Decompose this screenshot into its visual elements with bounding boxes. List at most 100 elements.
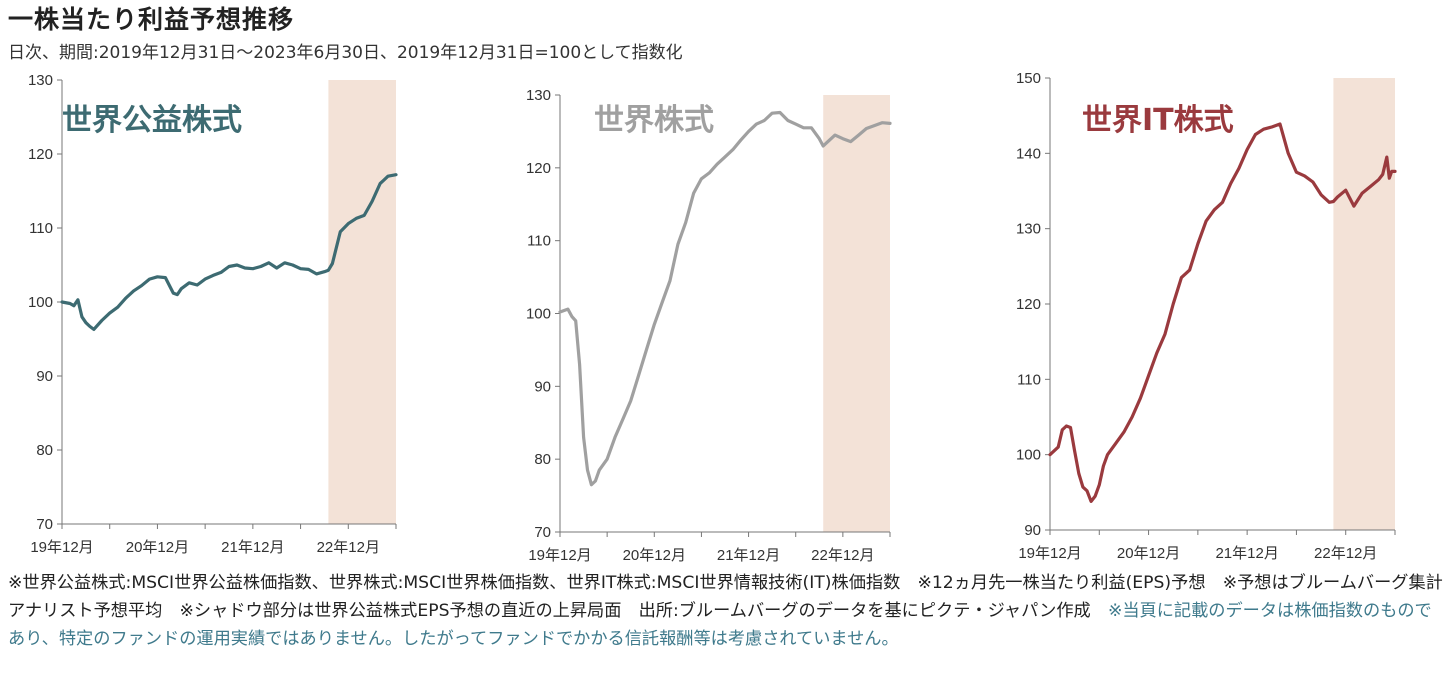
data-point: [1385, 155, 1388, 159]
data-point: [1311, 180, 1315, 184]
data-point: [124, 297, 127, 300]
data-point: [1069, 426, 1072, 429]
data-point: [378, 182, 382, 185]
y-tick-label: 70: [36, 516, 53, 533]
data-point: [148, 277, 151, 281]
x-tick-label: 21年12月: [221, 539, 284, 556]
data-point: [833, 133, 837, 137]
data-point: [203, 277, 207, 281]
data-point: [100, 319, 104, 322]
y-tick-label: 100: [526, 306, 551, 323]
page-title: 一株当たり利益予想推移: [8, 5, 295, 34]
y-tick-label: 80: [36, 442, 53, 459]
data-point: [60, 300, 64, 304]
series-line: [60, 173, 398, 331]
data-point: [1390, 170, 1393, 173]
data-point: [180, 287, 183, 290]
data-point: [1073, 449, 1076, 453]
data-point: [307, 268, 310, 271]
data-point: [76, 298, 80, 301]
footnote-main: ※世界公益株式:MSCI世界公益株価指数、世界株式:MSCI世界株価指数、世界I…: [8, 573, 1443, 621]
data-point: [1270, 125, 1273, 129]
x-tick-label: 22年12月: [317, 539, 380, 556]
data-point: [1245, 148, 1249, 151]
data-point: [88, 325, 92, 328]
data-point: [84, 321, 88, 324]
data-point: [849, 140, 852, 143]
data-point: [299, 267, 302, 270]
chart-title: 世界公益株式: [62, 103, 242, 138]
data-point: [370, 200, 374, 203]
data-point: [786, 119, 790, 122]
data-point: [1319, 193, 1323, 196]
y-tick-label: 100: [1016, 447, 1041, 464]
data-point: [1102, 464, 1105, 468]
data-point: [755, 122, 758, 126]
data-point: [219, 271, 223, 274]
data-point: [291, 263, 294, 267]
data-point: [1147, 374, 1150, 377]
data-point: [1163, 332, 1167, 336]
y-tick-label: 100: [28, 294, 53, 311]
data-point: [692, 192, 695, 195]
data-point: [1303, 174, 1306, 178]
chart-global-equity-svg: 70 80 90 100 110 120 130 19年12月 20年12月 21年12月 22年1…: [526, 87, 892, 564]
data-point: [578, 363, 581, 366]
data-point: [715, 163, 719, 166]
chart-global-utilities: 70 80 90 100 110 120 130 19年12月 20年12月 21年12月 22年1…: [0, 70, 460, 565]
data-point: [558, 310, 562, 314]
data-point: [1139, 397, 1142, 400]
data-point: [802, 126, 805, 129]
data-point: [315, 272, 318, 276]
data-point: [590, 483, 593, 486]
data-point: [598, 468, 601, 472]
data-point: [188, 281, 191, 284]
data-point: [1221, 201, 1224, 204]
y-tick-label: 120: [526, 160, 551, 177]
data-point: [873, 124, 876, 127]
data-point: [880, 121, 884, 124]
data-point: [394, 173, 398, 176]
data-point: [613, 436, 617, 439]
footnote-disclaimer: ※当頁に記載のデータは株価指数のものであり、特定のファンドの運用実績ではありませ…: [8, 601, 1432, 649]
data-point: [1196, 242, 1200, 245]
data-point: [574, 319, 577, 322]
data-point: [1381, 173, 1384, 176]
data-point: [331, 262, 334, 265]
data-point: [747, 130, 750, 133]
data-point: [605, 458, 609, 461]
data-point: [1204, 219, 1208, 223]
data-point: [1254, 133, 1257, 136]
data-point: [684, 221, 687, 224]
data-point: [1065, 424, 1068, 428]
data-point: [386, 175, 390, 178]
data-point: [570, 315, 573, 318]
data-point: [1237, 167, 1241, 170]
data-point: [108, 311, 111, 315]
data-point: [770, 112, 774, 115]
data-point: [1077, 472, 1080, 475]
data-point: [275, 266, 278, 270]
data-point: [235, 263, 239, 267]
data-point: [1377, 178, 1380, 181]
y-tick-label: 130: [28, 72, 53, 89]
data-point: [857, 133, 860, 137]
data-point: [211, 274, 215, 277]
data-point: [323, 270, 326, 273]
data-point: [1352, 204, 1356, 208]
data-point: [355, 217, 358, 220]
shaded-period: [823, 95, 890, 532]
data-point: [68, 302, 72, 305]
data-point: [1229, 182, 1232, 185]
data-point: [668, 279, 672, 282]
data-point: [1295, 171, 1298, 174]
x-tick-label: 19年12月: [528, 547, 591, 564]
data-point: [810, 126, 813, 129]
data-point: [1089, 500, 1093, 503]
data-point: [92, 328, 96, 331]
data-point: [140, 284, 143, 287]
data-point: [339, 230, 342, 233]
data-point: [818, 137, 821, 140]
data-point: [283, 261, 286, 264]
data-point: [645, 348, 648, 352]
